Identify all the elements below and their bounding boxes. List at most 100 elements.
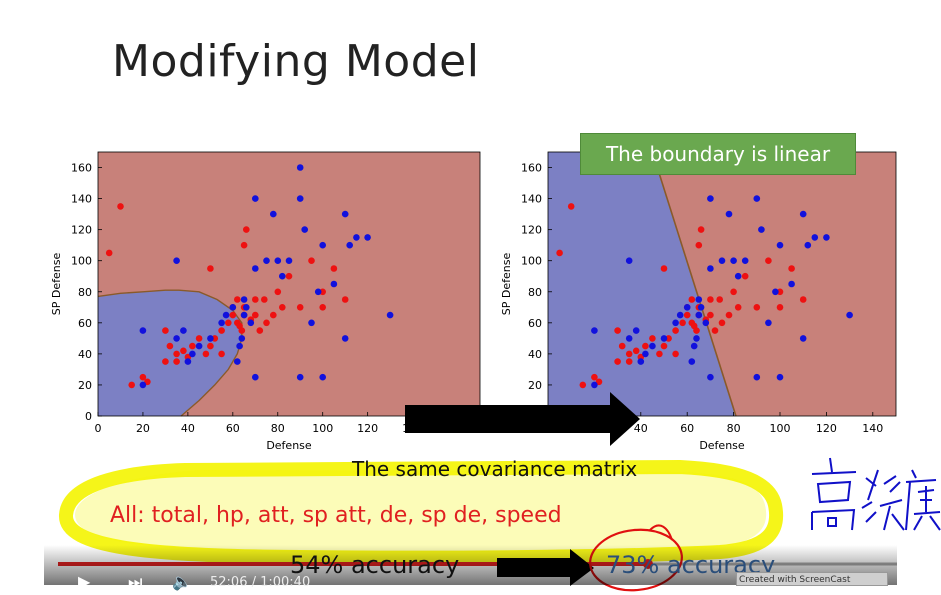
blue-data-point bbox=[386, 311, 394, 319]
red-data-point bbox=[625, 358, 633, 365]
blue-data-point bbox=[799, 335, 807, 342]
red-data-point bbox=[707, 311, 714, 319]
red-data-point bbox=[591, 373, 598, 381]
blue-data-point bbox=[195, 342, 203, 350]
red-data-point bbox=[614, 327, 621, 334]
red-data-point bbox=[683, 311, 691, 319]
blue-data-point bbox=[263, 257, 270, 265]
blue-data-point bbox=[734, 272, 742, 280]
blue-data-point bbox=[695, 296, 703, 303]
blue-data-point bbox=[319, 373, 327, 381]
blue-data-point bbox=[346, 241, 354, 249]
features-label: All: total, hp, att, sp att, de, sp de, … bbox=[110, 503, 562, 528]
y-tick-label: 160 bbox=[71, 162, 92, 175]
red-data-point bbox=[225, 319, 232, 327]
callout-boundary-linear: The boundary is linear bbox=[580, 133, 856, 175]
blue-data-point bbox=[672, 319, 679, 327]
red-data-point bbox=[229, 311, 237, 319]
blue-data-point bbox=[702, 319, 710, 327]
blue-data-point bbox=[753, 373, 761, 381]
y-tick-label: 120 bbox=[521, 224, 542, 237]
blue-data-point bbox=[240, 296, 248, 303]
blue-data-point bbox=[139, 327, 147, 334]
blue-data-point bbox=[637, 358, 645, 365]
blue-data-point bbox=[296, 195, 304, 202]
red-data-point bbox=[296, 304, 304, 311]
plot-frame bbox=[97, 151, 481, 417]
x-tick-label: 100 bbox=[770, 422, 791, 435]
x-tick-label: 20 bbox=[136, 422, 150, 435]
blue-data-point bbox=[296, 373, 304, 381]
red-data-point bbox=[776, 304, 784, 311]
x-tick-label: 100 bbox=[312, 422, 333, 435]
blue-data-point bbox=[688, 358, 696, 365]
y-tick-label: 40 bbox=[528, 348, 542, 361]
yellow-highlight-inner bbox=[75, 470, 767, 553]
red-data-point bbox=[693, 327, 700, 334]
red-data-point bbox=[660, 342, 668, 350]
chart-left: 0204060801001201401600204060801001201401… bbox=[50, 151, 481, 452]
blue-data-point bbox=[823, 234, 830, 241]
blue-data-point bbox=[697, 304, 705, 311]
red-data-point bbox=[308, 257, 315, 265]
blue-data-point bbox=[707, 195, 714, 202]
red-data-point bbox=[567, 203, 575, 210]
blue-data-point bbox=[296, 164, 304, 171]
red-data-point bbox=[718, 319, 726, 327]
y-tick-label: 100 bbox=[521, 255, 542, 268]
red-data-point bbox=[660, 265, 668, 272]
blue-data-point bbox=[207, 335, 214, 342]
red-data-point bbox=[695, 241, 703, 249]
y-axis-label: SP Defense bbox=[500, 253, 513, 316]
blue-data-point bbox=[247, 319, 255, 327]
blue-data-point bbox=[240, 311, 248, 319]
red-data-point bbox=[279, 304, 286, 311]
blue-data-point bbox=[218, 319, 225, 327]
blue-data-point bbox=[274, 257, 282, 265]
x-tick-label: 60 bbox=[226, 422, 240, 435]
y-tick-label: 140 bbox=[521, 193, 542, 206]
next-icon[interactable]: ⏭ bbox=[128, 572, 143, 591]
blue-data-point bbox=[788, 280, 795, 288]
red-data-point bbox=[218, 327, 225, 334]
red-data-point bbox=[341, 296, 349, 303]
blue-data-point bbox=[173, 257, 180, 265]
blue-data-point bbox=[319, 241, 327, 249]
red-data-point bbox=[202, 350, 210, 358]
play-icon[interactable]: ▶ bbox=[78, 572, 91, 591]
red-data-point bbox=[319, 304, 327, 311]
red-data-point bbox=[117, 203, 124, 210]
red-data-point bbox=[765, 257, 772, 265]
blue-data-point bbox=[772, 288, 779, 296]
red-data-point bbox=[776, 288, 784, 296]
x-tick-label: 60 bbox=[680, 422, 694, 435]
red-data-point bbox=[618, 342, 626, 350]
blue-data-point bbox=[753, 195, 761, 202]
blue-data-point bbox=[632, 327, 640, 334]
red-data-point bbox=[180, 347, 187, 355]
chart-right: 020406080100120140020406080100120140160D… bbox=[500, 151, 897, 452]
x-axis-label: Defense bbox=[266, 439, 312, 452]
red-data-point bbox=[263, 319, 270, 327]
blue-data-point bbox=[683, 304, 691, 311]
blue-data-point bbox=[707, 373, 714, 381]
red-data-point bbox=[139, 373, 147, 381]
red-data-point bbox=[707, 296, 714, 303]
red-data-point bbox=[285, 272, 293, 280]
red-data-point bbox=[274, 288, 282, 296]
red-data-point bbox=[238, 327, 246, 334]
red-data-point bbox=[166, 342, 174, 350]
blue-data-point bbox=[707, 265, 714, 272]
y-tick-label: 60 bbox=[528, 317, 542, 330]
x-tick-label: 80 bbox=[727, 422, 741, 435]
volume-icon[interactable]: 🔈 bbox=[172, 572, 192, 591]
blue-data-point bbox=[330, 280, 338, 288]
screencast-watermark[interactable]: Created with ScreenCast bbox=[736, 572, 888, 586]
handwriting-strokes bbox=[811, 457, 941, 531]
x-tick-label: 120 bbox=[816, 422, 837, 435]
red-data-point bbox=[207, 342, 214, 350]
blue-data-point bbox=[758, 226, 765, 233]
blue-data-point bbox=[741, 257, 749, 265]
red-data-point bbox=[788, 265, 795, 272]
y-tick-label: 40 bbox=[78, 348, 92, 361]
